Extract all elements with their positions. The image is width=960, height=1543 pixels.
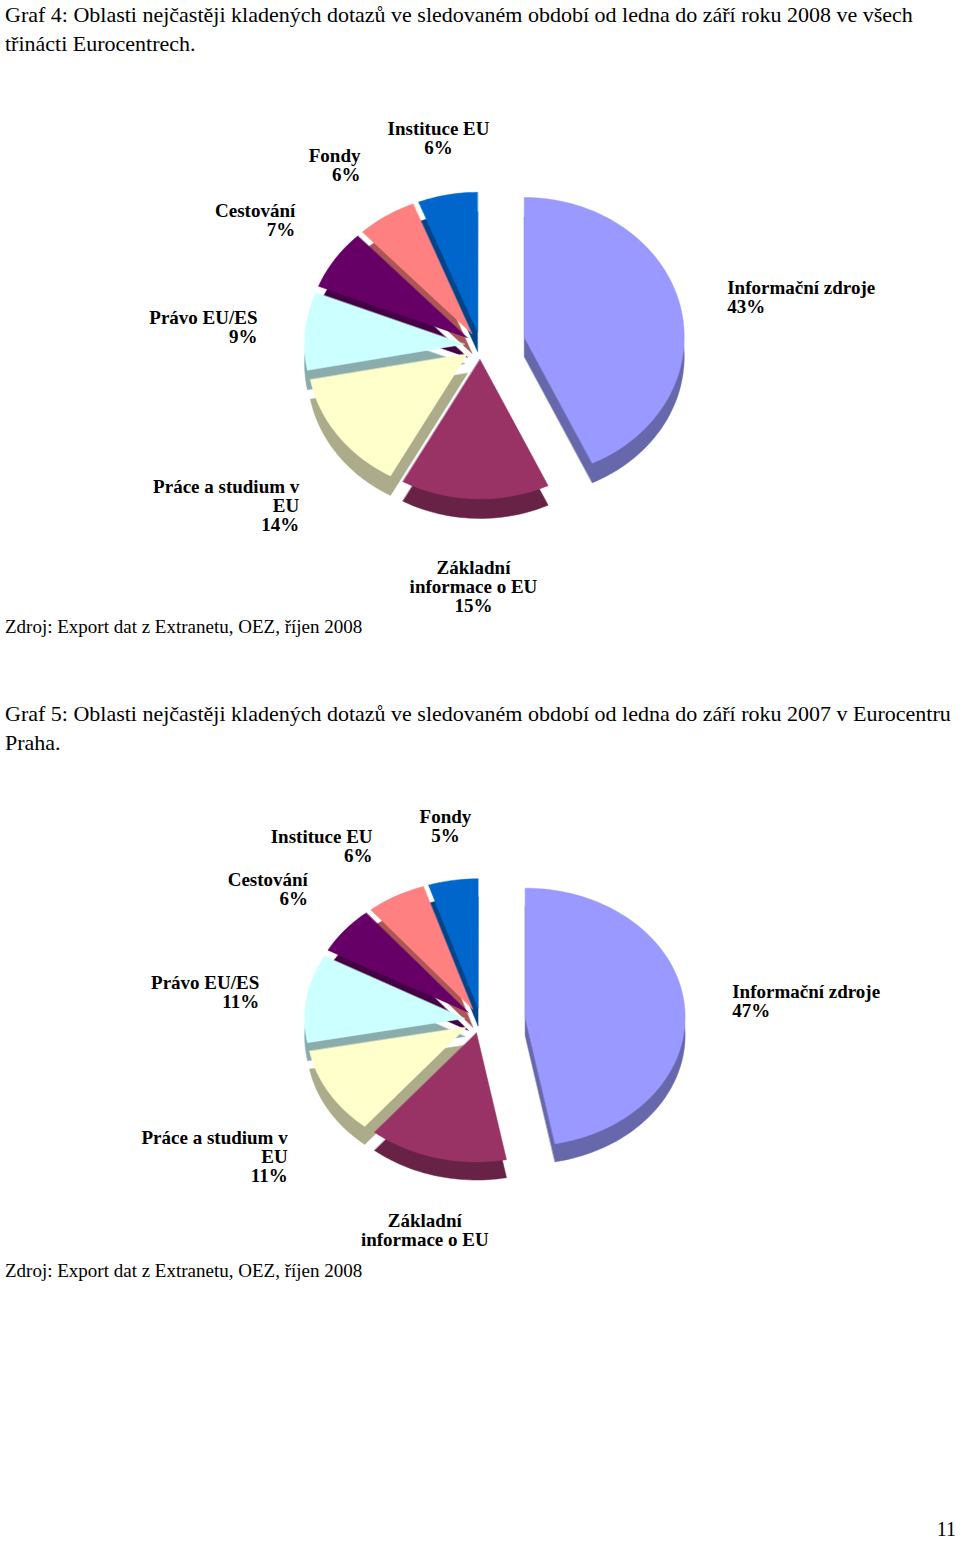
svg-text:Práce a studium vEU11%: Práce a studium vEU11% xyxy=(142,1127,289,1186)
svg-text:Základníinformace o EU15%: Základníinformace o EU15% xyxy=(410,557,538,616)
svg-text:Fondy6%: Fondy6% xyxy=(309,145,361,185)
html-text:Zdroj: Export dat z Extranetu,: Zdroj: Export dat z Extranetu, OEZ, říje… xyxy=(5,616,363,637)
svg-text:Instituce EU6%: Instituce EU6% xyxy=(388,118,490,158)
svg-text:Základníinformace o EU: Základníinformace o EU xyxy=(361,1210,489,1250)
svg-text:Práce a studium vEU14%: Práce a studium vEU14% xyxy=(153,476,300,535)
svg-text:Fondy5%: Fondy5% xyxy=(420,806,472,846)
html-text:Graf 5: Oblasti nejčastěji kla: Graf 5: Oblasti nejčastěji kladených dot… xyxy=(5,701,951,755)
svg-text:Informační zdroje43%: Informační zdroje43% xyxy=(727,277,875,317)
svg-text:Informační zdroje47%: Informační zdroje47% xyxy=(732,981,880,1021)
svg-text:Cestování7%: Cestování7% xyxy=(215,200,296,240)
html-text:11: 11 xyxy=(936,1518,956,1540)
html-text:Graf 4: Oblasti nejčastěji kla: Graf 4: Oblasti nejčastěji kladených dot… xyxy=(5,2,913,56)
svg-text:Právo EU/ES11%: Právo EU/ES11% xyxy=(151,972,259,1012)
svg-text:Instituce EU6%: Instituce EU6% xyxy=(271,826,373,866)
svg-text:Právo EU/ES9%: Právo EU/ES9% xyxy=(149,307,257,347)
svg-text:Cestování6%: Cestování6% xyxy=(228,869,309,909)
html-text:Zdroj: Export dat z Extranetu,: Zdroj: Export dat z Extranetu, OEZ, říje… xyxy=(5,1260,363,1281)
